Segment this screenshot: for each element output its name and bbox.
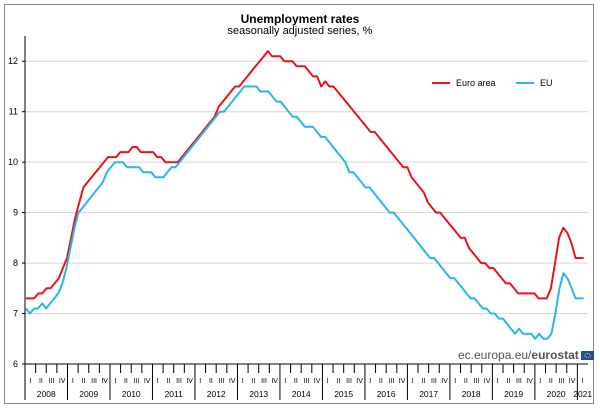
quarter-label: III [304,378,310,385]
source-text: ec.europa.eu/ [458,348,532,362]
quarter-label: II [124,378,128,385]
legend-label-euro-area: Euro area [456,78,496,88]
y-tick-label: 11 [9,107,18,117]
year-label-2013: 2013 [249,389,268,399]
quarter-label: III [431,378,437,385]
y-tick-label: 7 [13,309,18,319]
quarter-label: II [251,378,255,385]
quarter-label: IV [101,378,108,385]
quarter-label: II [81,378,85,385]
year-label-2008: 2008 [37,389,56,399]
quarter-label: II [379,378,383,385]
year-label-2015: 2015 [334,389,353,399]
quarter-label: II [209,378,213,385]
legend-item-eu: EU [516,78,553,88]
quarter-label: III [176,378,182,385]
quarter-label: IV [441,378,448,385]
quarter-label: I [454,378,456,385]
quarter-label: I [582,378,584,385]
quarter-label: II [421,378,425,385]
quarter-label: II [464,378,468,385]
quarter-label: III [219,378,225,385]
series-line-eu [25,85,584,340]
y-tick-label: 10 [8,157,18,167]
y-tick-label: 9 [13,208,18,218]
quarter-label: IV [271,378,278,385]
quarter-label: IV [314,378,321,385]
quarter-label: II [166,378,170,385]
quarter-label: I [114,378,116,385]
quarter-label: II [39,378,43,385]
quarter-label: I [539,378,541,385]
quarter-label: IV [399,378,406,385]
eu-flag-icon [580,350,594,360]
quarter-label: III [346,378,352,385]
quarter-label: IV [144,378,151,385]
quarter-label: III [389,378,395,385]
year-label-2020: 2020 [547,389,566,399]
quarter-label: III [49,378,55,385]
year-label-2014: 2014 [292,389,311,399]
quarter-label: I [497,378,499,385]
year-label-2011: 2011 [165,389,184,399]
quarter-label: IV [526,378,533,385]
y-tick-label: 6 [13,359,18,369]
chart-frame [4,4,594,404]
chart-title: Unemployment rates [240,12,360,26]
y-tick-label: 12 [8,56,18,66]
year-label-2010: 2010 [122,389,141,399]
source-credit: ec.europa.eu/eurostat [458,348,594,362]
legend-label-eu: EU [540,78,553,88]
quarter-label: I [29,378,31,385]
quarter-label: I [242,378,244,385]
year-label-2018: 2018 [462,389,481,399]
year-label-2012: 2012 [207,389,226,399]
quarter-label: III [91,378,97,385]
quarter-label: II [336,378,340,385]
quarter-label: I [412,378,414,385]
quarter-label: IV [59,378,66,385]
quarter-label: IV [569,378,576,385]
quarter-label: I [157,378,159,385]
quarter-label: III [516,378,522,385]
legend-swatch-eu [516,82,534,84]
series-line-euro-area [26,50,584,300]
quarter-label: I [72,378,74,385]
chart-subtitle: seasonally adjusted series, % [227,25,373,37]
year-label-2021: 2021 [573,389,592,399]
year-label-2019: 2019 [504,389,523,399]
legend-swatch-euro-area [432,82,450,84]
quarter-label: I [327,378,329,385]
quarter-label: II [506,378,510,385]
quarter-label: IV [229,378,236,385]
year-label-2017: 2017 [419,389,438,399]
y-tick-label: 8 [13,258,18,268]
quarter-label: II [294,378,298,385]
quarter-label: I [284,378,286,385]
year-label-2009: 2009 [79,389,98,399]
year-label-2016: 2016 [377,389,396,399]
quarter-label: III [261,378,267,385]
quarter-label: I [369,378,371,385]
quarter-label: III [474,378,480,385]
quarter-label: II [549,378,553,385]
quarter-label: IV [186,378,193,385]
legend-item-euro-area: Euro area [432,78,496,88]
quarter-label: I [199,378,201,385]
quarter-label: IV [484,378,491,385]
quarter-label: IV [356,378,363,385]
quarter-label: III [559,378,565,385]
quarter-label: III [134,378,140,385]
source-brand: eurostat [531,348,579,362]
